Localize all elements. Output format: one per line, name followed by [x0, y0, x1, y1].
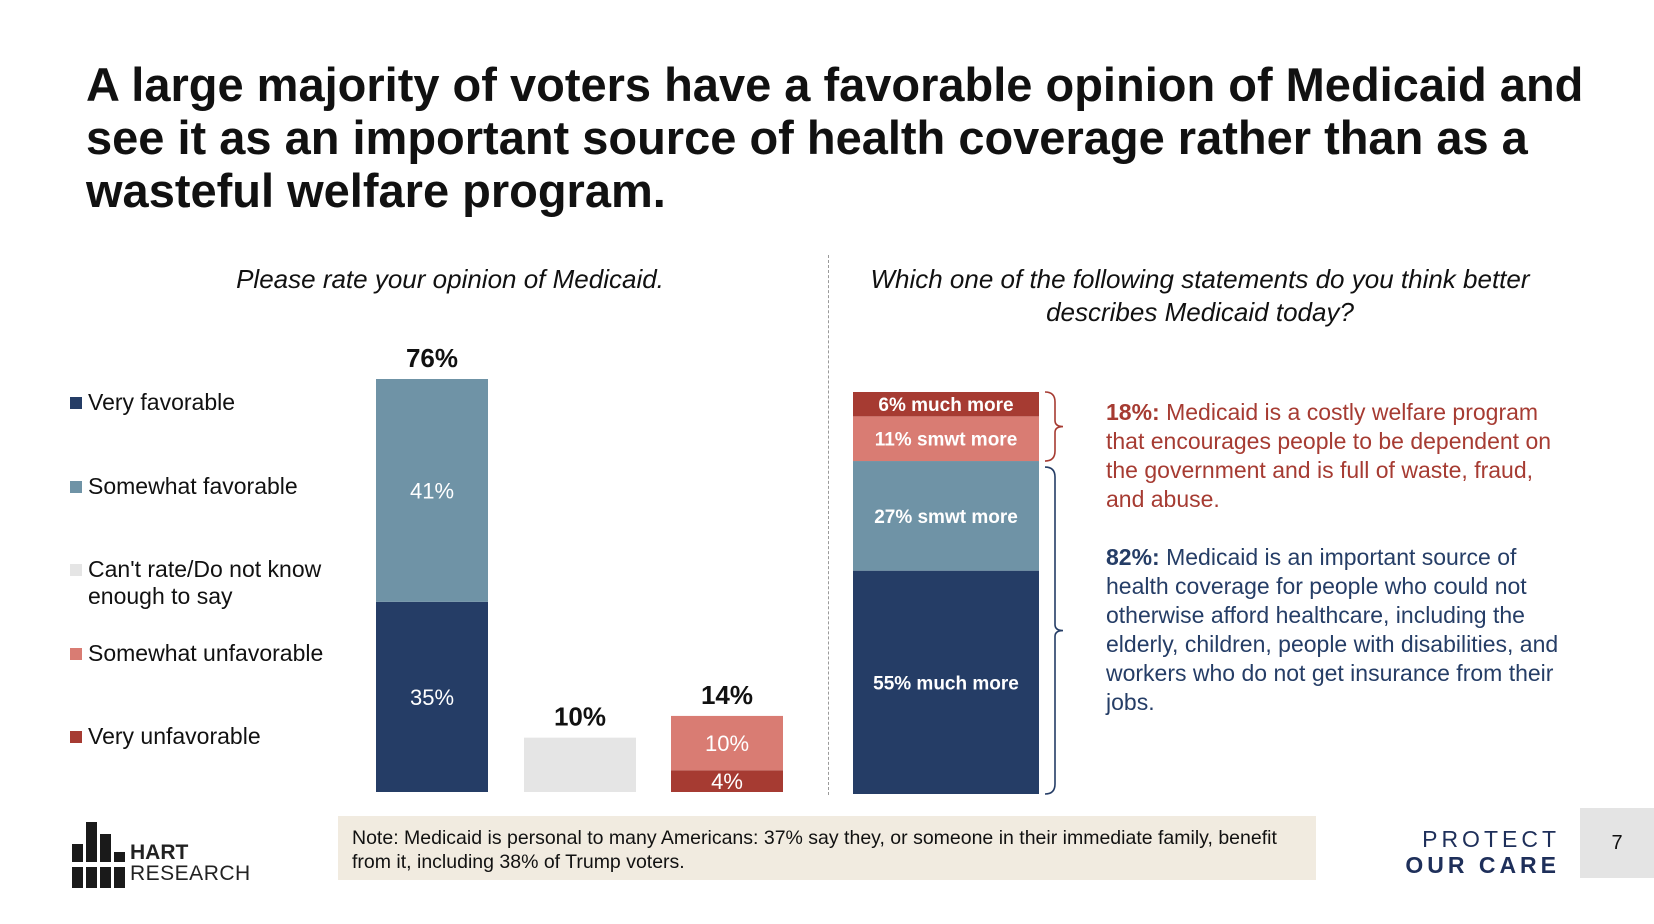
- statement-coverage: 82%: Medicaid is an important source of …: [1106, 543, 1576, 717]
- legend-label: Very unfavorable: [88, 723, 261, 749]
- bar-segment-label: 35%: [410, 685, 454, 710]
- right-question: Which one of the following statements do…: [870, 264, 1530, 327]
- bar-segment: [671, 715, 783, 771]
- stacked-segment-label: 11% smwt more: [875, 430, 1018, 451]
- legend-item-somewhat-favorable: Somewhat favorable: [70, 473, 388, 500]
- bar-segment: [524, 737, 636, 792]
- hart-logo-line1: HART: [130, 841, 189, 864]
- hart-logo-line2: RESEARCH: [130, 862, 251, 885]
- page-number: 7: [1580, 808, 1654, 878]
- stacked-segment: [853, 570, 1039, 794]
- bar-segment: [376, 379, 488, 602]
- bar-segment-label: 4%: [711, 769, 743, 794]
- stacked-segment-label: 27% smwt more: [874, 507, 1018, 528]
- bar-total-label: 14%: [701, 680, 753, 710]
- hart-research-logo-text: HART RESEARCH: [130, 842, 251, 884]
- bracket-welfare-icon: [1044, 391, 1064, 462]
- pc-logo-line2: OUR CARE: [1405, 852, 1560, 878]
- stacked-segment-label: 55% much more: [873, 673, 1019, 694]
- bar-segment: [671, 770, 783, 792]
- legend-label: Can't rate/Do not know enough to say: [88, 556, 322, 609]
- bracket-coverage-icon: [1044, 466, 1064, 795]
- statement-welfare-pct: 18%:: [1106, 399, 1160, 425]
- legend-swatch: [70, 397, 82, 409]
- legend-swatch: [70, 731, 82, 743]
- stacked-segment-label: 6% much more: [878, 395, 1013, 416]
- legend-label: Somewhat favorable: [88, 473, 298, 499]
- bar-segment: [376, 601, 488, 792]
- legend-item-very-favorable: Very favorable: [70, 389, 388, 416]
- bar-total-label: 10%: [554, 702, 606, 732]
- slide-title: A large majority of voters have a favora…: [86, 58, 1584, 217]
- hart-research-logo-icon: [72, 822, 125, 888]
- stacked-segment: [853, 416, 1039, 462]
- stacked-segment: [853, 392, 1039, 417]
- legend-label: Very favorable: [88, 389, 236, 415]
- legend-swatch: [70, 481, 82, 493]
- legend-item-somewhat-unfavorable: Somewhat unfavorable: [70, 640, 388, 667]
- statement-welfare-text: Medicaid is a costly welfare program tha…: [1106, 399, 1552, 512]
- protect-our-care-logo: PROTECT OUR CARE: [1360, 826, 1560, 878]
- statement-coverage-pct: 82%:: [1106, 544, 1160, 570]
- bar-segment-label: 41%: [410, 478, 454, 503]
- legend-swatch: [70, 564, 82, 576]
- legend-item-very-unfavorable: Very unfavorable: [70, 723, 388, 750]
- note-box: Note: Medicaid is personal to many Ameri…: [338, 816, 1316, 880]
- bar-segment-label: 10%: [705, 731, 749, 756]
- bar-total-label: 76%: [406, 343, 458, 373]
- left-question: Please rate your opinion of Medicaid.: [236, 264, 664, 294]
- legend-item-cant-rate: Can't rate/Do not know enough to say: [70, 556, 358, 610]
- statement-coverage-text: Medicaid is an important source of healt…: [1106, 544, 1559, 715]
- section-divider: [828, 255, 829, 795]
- legend-swatch: [70, 648, 82, 660]
- legend-label: Somewhat unfavorable: [88, 640, 324, 666]
- pc-logo-line1: PROTECT: [1422, 826, 1560, 852]
- statement-welfare: 18%: Medicaid is a costly welfare progra…: [1106, 398, 1576, 514]
- stacked-segment: [853, 461, 1039, 571]
